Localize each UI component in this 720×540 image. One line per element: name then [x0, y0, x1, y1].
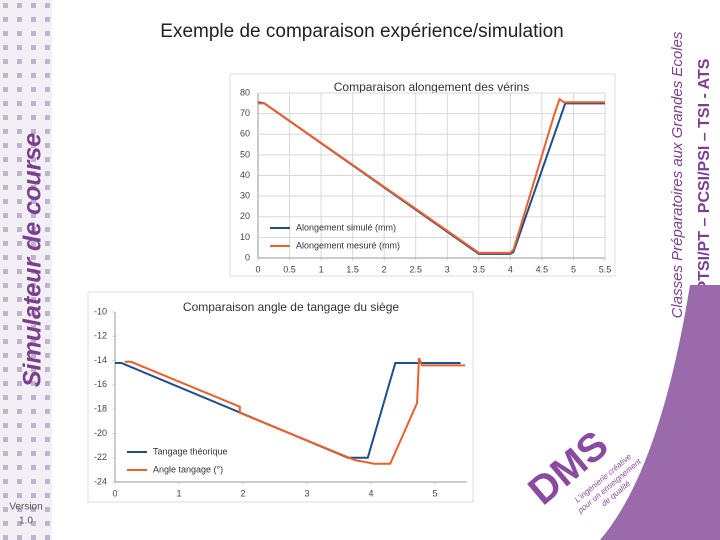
x-tick-label: 0 [255, 264, 260, 274]
slide-title: Exemple de comparaison expérience/simula… [160, 21, 563, 42]
chart-title: Comparaison alongement des vérins [334, 80, 529, 94]
x-tick-label: 4 [368, 488, 373, 498]
y-tick-label: 0 [245, 252, 250, 262]
x-tick-label: 1.5 [346, 264, 359, 274]
series-line [115, 362, 461, 459]
legend-label: Tangage théorique [153, 446, 228, 456]
y-tick-label: -10 [94, 306, 107, 316]
legend-label: Angle tangage (°) [153, 464, 223, 474]
y-tick-label: 10 [240, 232, 250, 242]
x-tick-label: 1 [176, 488, 181, 498]
corner-shape [600, 285, 720, 540]
legend-label: Alongement simulé (mm) [296, 222, 396, 232]
y-tick-label: 20 [240, 211, 250, 221]
x-tick-label: 4 [508, 264, 513, 274]
x-tick-label: 5.5 [599, 264, 612, 274]
version: Version [9, 502, 42, 513]
y-tick-label: 60 [240, 129, 250, 139]
y-tick-label: 80 [240, 87, 250, 97]
y-tick-label: -20 [94, 428, 107, 438]
chart-title: Comparaison angle de tangage du siège [183, 300, 399, 314]
y-tick-label: -16 [94, 379, 107, 389]
x-tick-label: 4.5 [536, 264, 549, 274]
right-text-bold: PTSI/PT – PCSI/PSI – TSI - ATS [696, 58, 713, 291]
x-tick-label: 0 [112, 488, 117, 498]
y-tick-label: 30 [240, 191, 250, 201]
x-tick-label: 5 [432, 488, 437, 498]
y-tick-label: 70 [240, 108, 250, 118]
x-tick-label: 2 [240, 488, 245, 498]
side-title: Simulateur de course [19, 133, 47, 387]
left-pattern [0, 0, 52, 540]
y-tick-label: -14 [94, 355, 107, 365]
right-text: Classes Préparatoires aux Grandes Ecoles [669, 31, 686, 318]
y-tick-label: -18 [94, 404, 107, 414]
series-line [124, 357, 466, 465]
y-tick-label: 50 [240, 149, 250, 159]
legend-label: Alongement mesuré (mm) [296, 240, 400, 250]
chart-frame [87, 291, 474, 503]
x-tick-label: 5 [571, 264, 576, 274]
series-line [258, 97, 605, 254]
version-number: 1.0 [19, 516, 33, 527]
y-tick-label: -12 [94, 331, 107, 341]
x-tick-label: 2 [382, 264, 387, 274]
x-tick-label: 3 [304, 488, 309, 498]
x-tick-label: 2.5 [409, 264, 422, 274]
y-tick-label: -24 [94, 476, 107, 486]
x-tick-label: 3.5 [473, 264, 486, 274]
x-tick-label: 1 [319, 264, 324, 274]
x-tick-label: 0.5 [283, 264, 296, 274]
x-tick-label: 3 [445, 264, 450, 274]
y-tick-label: 40 [240, 170, 250, 180]
y-tick-label: -22 [94, 452, 107, 462]
